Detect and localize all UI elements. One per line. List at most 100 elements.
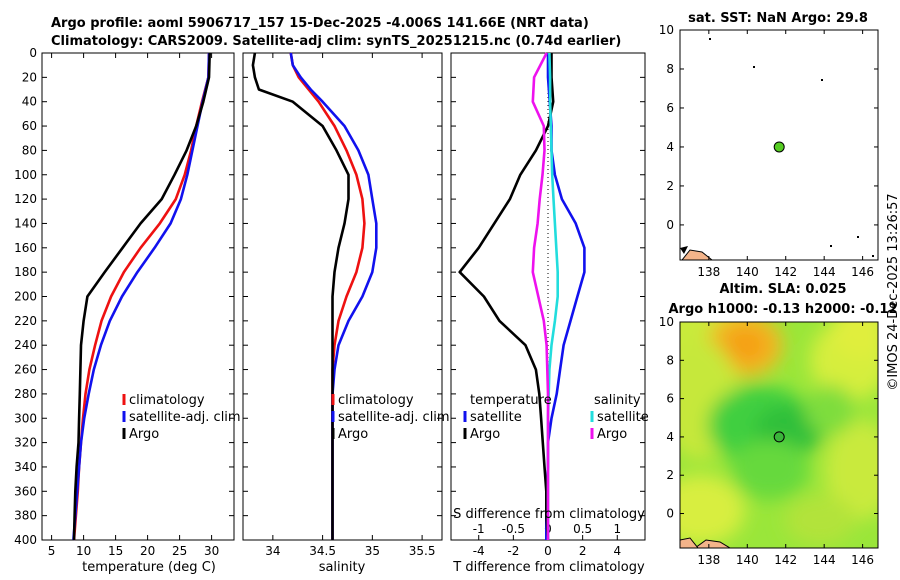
difference-xtick-label: 2 (579, 544, 587, 558)
sst-map-panel: 138 140 142 144 146 10 8 6 4 2 0 (659, 23, 879, 279)
temperature-ytick-label: 300 (14, 411, 37, 425)
difference-top-xtick-label: -1 (473, 522, 485, 536)
temperature-ytick-label: 120 (14, 192, 37, 206)
island-dot (821, 79, 823, 81)
sla-blob (805, 385, 855, 435)
temperature-ytick-label: 160 (14, 241, 37, 255)
temperature-xtick-label: 10 (76, 544, 91, 558)
sst_map-ytick-label: 10 (659, 23, 674, 37)
sla-field (680, 322, 878, 545)
temperature-ytick-label: 340 (14, 460, 37, 474)
temperature-ytick-label: 360 (14, 484, 37, 498)
temperature-ytick-label: 280 (14, 387, 37, 401)
temperature-ytick-label: 200 (14, 290, 37, 304)
sla-blob (723, 327, 767, 363)
salinity-xtick-label: 34 (265, 544, 280, 558)
sst-land (680, 38, 874, 260)
sla_map-xtick-label: 142 (774, 553, 797, 567)
difference-series-salinity-argo (531, 52, 550, 540)
sla_map-ytick-label: 0 (666, 507, 674, 521)
sla_map-xtick-label: 140 (736, 553, 759, 567)
difference-legend-temperature-label: satellite (470, 410, 522, 425)
difference-legend-salinity-label: satellite (597, 410, 649, 425)
temperature-ytick-label: 180 (14, 265, 37, 279)
island-dot (872, 255, 874, 257)
temperature-xtick-label: 5 (48, 544, 56, 558)
difference-legend-salinity-title: salinity (594, 393, 641, 408)
land-coast (680, 537, 699, 548)
temperature-frame (41, 52, 235, 541)
sla_map-ytick-label: 2 (666, 468, 674, 482)
salinity-xtick-label: 34.5 (309, 544, 336, 558)
sla-blob (832, 322, 878, 358)
sla-map-panel: 138 140 142 144 146 10 8 6 4 2 0 (659, 315, 879, 567)
island-dot (709, 38, 711, 40)
temperature-xtick-label: 30 (204, 544, 219, 558)
sla_map-xtick-label: 146 (851, 553, 874, 567)
sst_map-ytick-label: 6 (666, 101, 674, 115)
salinity-series-argo (251, 52, 350, 540)
difference-top-xtick-label: -0.5 (502, 522, 525, 536)
sst_map-ytick-label: 0 (666, 218, 674, 232)
temperature-series-argo (72, 52, 211, 541)
salinity-frame (242, 52, 443, 541)
temperature-ytick-label: 20 (22, 70, 37, 84)
sla-blob (785, 495, 855, 545)
temperature-ytick-label: 320 (14, 436, 37, 450)
temperature-legend-label: Argo (129, 427, 159, 442)
sst_map-argo-point (773, 141, 785, 153)
temperature-ytick-label: 100 (14, 168, 37, 182)
temperature-xtick-label: 20 (140, 544, 155, 558)
difference-xtick-label: -2 (507, 544, 519, 558)
sla_map-ytick-label: 6 (666, 392, 674, 406)
sst_map-ytick-label: 8 (666, 62, 674, 76)
temperature-xtick-label: 25 (172, 544, 187, 558)
sla-blob (730, 440, 810, 500)
difference-xlabel: T difference from climatology (452, 560, 645, 575)
temperature-ytick-label: 400 (14, 533, 37, 547)
sst_map-ytick-label: 2 (666, 179, 674, 193)
sst_map-xtick-label: 146 (851, 265, 874, 279)
difference-xtick-label: 4 (613, 544, 621, 558)
sla-land (680, 537, 731, 548)
temperature-xlabel: temperature (deg C) (82, 560, 216, 575)
sla_map-ytick-label: 10 (659, 315, 674, 329)
salinity-legend-label: climatology (338, 393, 414, 408)
header-title-line1: Argo profile: aoml 5906717_157 15-Dec-20… (51, 16, 589, 31)
sst_map-xtick-label: 140 (736, 265, 759, 279)
sst_map-xtick-label: 144 (813, 265, 836, 279)
header-title-line2: Climatology: CARS2009. Satellite-adj cli… (51, 34, 621, 49)
sst_map-frame (679, 29, 879, 261)
temperature-ytick-label: 220 (14, 314, 37, 328)
temperature-ytick-label: 260 (14, 363, 37, 377)
difference-xtick-label: -4 (473, 544, 485, 558)
sla-blob (825, 420, 878, 520)
salinity-legend-label: Argo (338, 427, 368, 442)
temperature-ytick-label: 80 (22, 143, 37, 157)
sla_map-ytick-label: 8 (666, 353, 674, 367)
difference-top-xtick-label: 0.5 (573, 522, 592, 536)
sla_map-argo-point (773, 431, 785, 443)
land-coast (694, 539, 731, 548)
temperature-panel: 0 20 40 60 80 100 120 140 160 180 200 220 240 260 280 3… (14, 46, 241, 558)
temperature-legend-label: climatology (129, 393, 205, 408)
sla-field-blur (680, 322, 878, 545)
sla-map-subtitle: Argo h1000: -0.13 h2000: -0.12 (668, 302, 897, 317)
salinity-xlabel: salinity (319, 560, 366, 575)
difference-panel: -4-2024-1-0.500.51temperaturesalinitysat… (450, 52, 649, 558)
land-island (680, 246, 688, 254)
salinity-xtick-label: 35.5 (409, 544, 436, 558)
difference-legend-salinity-label: Argo (597, 427, 627, 442)
salinity-panel: 34 34.5 35 35.5 climatology satellite-adj. cl… (242, 52, 450, 558)
temperature-ytick-label: 380 (14, 509, 37, 523)
land-coast (681, 249, 713, 260)
imos-watermark: ©IMOS 24-Dec-2025 13:26:57 (886, 193, 900, 390)
difference-legend-temperature-title: temperature (470, 393, 552, 408)
difference-top-xlabel: S difference from climatology (453, 507, 645, 522)
sst_map-ytick-label: 4 (666, 140, 674, 154)
temperature-ytick-label: 140 (14, 216, 37, 230)
island-dot (753, 66, 755, 68)
temperature-ytick-label: 240 (14, 338, 37, 352)
sla_map-frame (679, 321, 879, 549)
